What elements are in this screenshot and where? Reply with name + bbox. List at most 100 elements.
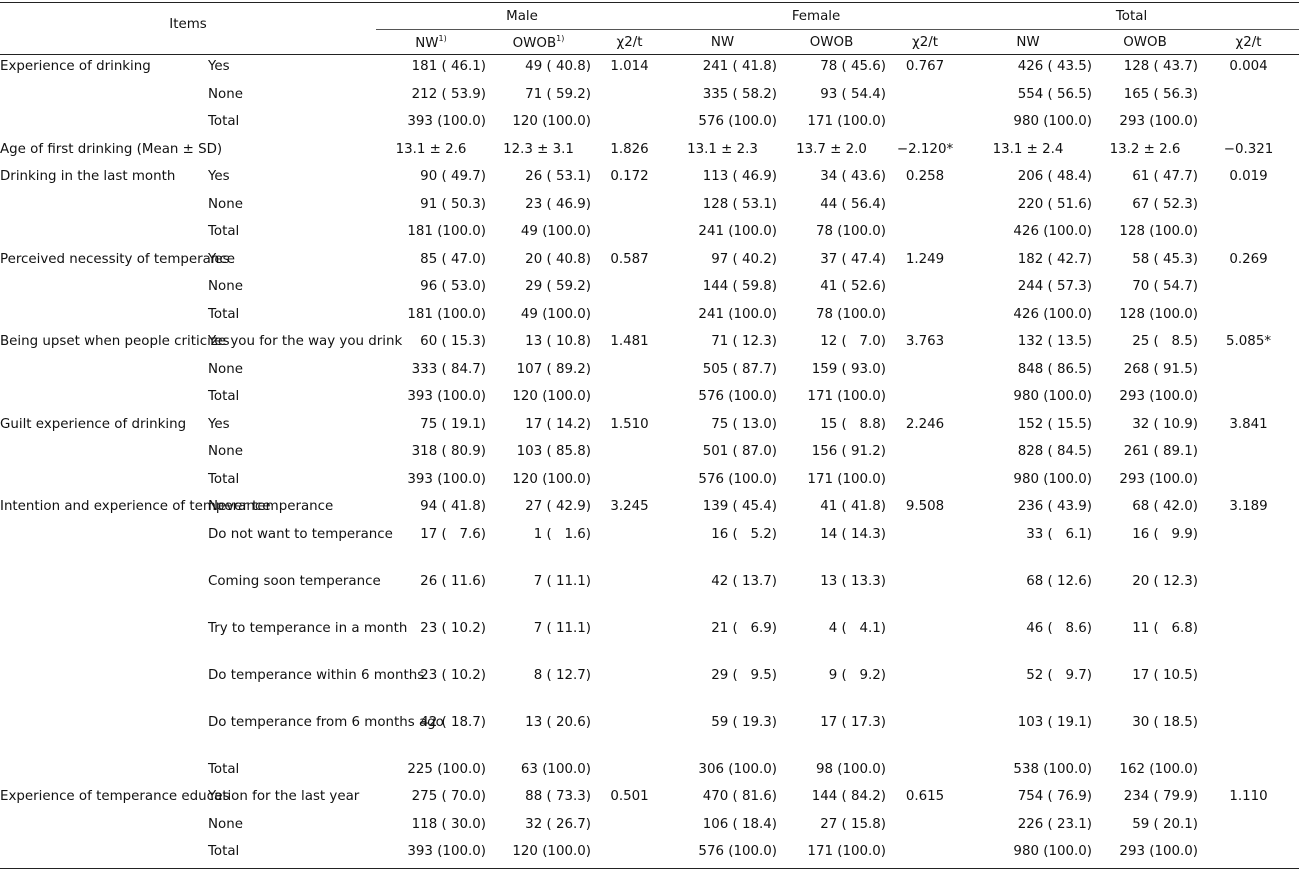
col-stat-total: χ2/t xyxy=(1198,29,1299,55)
table-row: Do temperance from 6 months ago 42 ( 18.7… xyxy=(0,711,1299,758)
row-sub-label: Do temperance within 6 months xyxy=(208,667,425,683)
cell-male-nw: 85 ( 47.0) xyxy=(420,251,486,267)
cell-female-stat xyxy=(886,358,964,386)
cell-female-stat xyxy=(886,840,964,868)
cell-male-nw: 318 ( 80.9) xyxy=(411,444,486,459)
cell-male-stat xyxy=(591,440,668,468)
row-sub-label: Total xyxy=(208,306,240,322)
cell-total-nw: 226 ( 23.1) xyxy=(1017,816,1093,832)
table-row: Total 393 (100.0) 120 (100.0) 576 (100.0) 17… xyxy=(0,385,1299,413)
row-item-label: Age of first drinking (Mean ± SD) xyxy=(0,141,223,157)
cell-total-owob: 67 ( 52.3) xyxy=(1132,196,1199,212)
row-item-label: Perceived necessity of temperance xyxy=(0,251,235,267)
cell-female-stat xyxy=(886,220,964,248)
cell-total-nw: 132 ( 13.5) xyxy=(1017,334,1093,349)
cell-total-nw: 33 ( 6.1) xyxy=(1026,526,1093,542)
cell-male-stat xyxy=(591,385,668,413)
row-sub-label: None xyxy=(208,444,243,459)
cell-male-nw: 60 ( 15.3) xyxy=(420,334,486,349)
cell-female-owob: 15 ( 8.8) xyxy=(820,416,887,432)
cell-female-stat xyxy=(886,385,964,413)
cell-total-owob: 293 (100.0) xyxy=(1119,844,1199,859)
cell-total-owob: 16 ( 9.9) xyxy=(1132,526,1199,542)
cell-female-nw: 71 ( 12.3) xyxy=(711,334,778,349)
table-row: Intention and experience of temperance Ne… xyxy=(0,495,1299,523)
cell-female-nw: 97 ( 40.2) xyxy=(711,251,778,267)
cell-female-owob: 12 ( 7.0) xyxy=(820,334,887,349)
cell-male-stat: 3.245 xyxy=(610,499,649,514)
cell-total-nw: 828 ( 84.5) xyxy=(1017,444,1093,459)
cell-total-owob: 293 (100.0) xyxy=(1119,114,1199,129)
row-sub-label: Try to temperance in a month xyxy=(208,620,408,636)
row-sub-label: Total xyxy=(208,114,240,129)
cell-female-owob: 17 ( 17.3) xyxy=(820,714,887,730)
cell-male-stat xyxy=(591,617,668,664)
cell-male-owob: 17 ( 14.2) xyxy=(525,416,591,432)
cell-male-owob: 13 ( 20.6) xyxy=(525,714,591,730)
cell-total-stat xyxy=(1198,303,1299,331)
row-item-label: Drinking in the last month xyxy=(0,169,176,184)
cell-male-owob: 120 (100.0) xyxy=(512,114,591,129)
cell-female-owob: 13.7 ± 2.0 xyxy=(796,141,867,157)
cell-female-owob: 14 ( 14.3) xyxy=(820,526,887,542)
cell-male-nw: 393 (100.0) xyxy=(407,844,486,859)
cell-male-nw: 23 ( 10.2) xyxy=(420,620,486,636)
cell-female-stat xyxy=(886,468,964,496)
table-row: Experience of temperance education for t… xyxy=(0,785,1299,813)
cell-male-stat: 0.587 xyxy=(610,251,649,267)
cell-male-owob: 120 (100.0) xyxy=(512,844,591,859)
cell-total-nw: 103 ( 19.1) xyxy=(1017,714,1093,730)
cell-female-owob: 41 ( 52.6) xyxy=(820,279,887,294)
cell-female-nw: 576 (100.0) xyxy=(698,844,778,859)
cell-male-stat xyxy=(591,110,668,138)
table-row: Total 225 (100.0) 63 (100.0) 306 (100.0) 98 … xyxy=(0,758,1299,786)
cell-male-stat: 1.510 xyxy=(610,416,649,432)
cell-female-owob: 34 ( 43.6) xyxy=(820,169,887,184)
cell-male-nw: 26 ( 11.6) xyxy=(420,573,486,589)
cell-total-stat xyxy=(1198,83,1299,111)
cell-female-owob: 44 ( 56.4) xyxy=(820,196,887,212)
cell-female-owob: 93 ( 54.4) xyxy=(820,86,887,102)
cell-male-nw: 225 (100.0) xyxy=(407,761,486,777)
cell-female-stat: 3.763 xyxy=(905,334,945,349)
cell-female-owob: 9 ( 9.2) xyxy=(828,667,887,683)
cell-total-stat xyxy=(1198,468,1299,496)
cell-total-nw: 848 ( 86.5) xyxy=(1017,361,1093,377)
cell-male-nw: 181 ( 46.1) xyxy=(411,59,486,74)
cell-total-owob: 293 (100.0) xyxy=(1119,389,1199,404)
cell-female-stat xyxy=(886,758,964,786)
cell-total-owob: 30 ( 18.5) xyxy=(1132,714,1199,730)
table-row: Total 181 (100.0) 49 (100.0) 241 (100.0) 78 … xyxy=(0,220,1299,248)
cell-male-stat xyxy=(591,664,668,711)
cell-female-owob: 4 ( 4.1) xyxy=(828,620,887,636)
cell-female-nw: 501 ( 87.0) xyxy=(702,444,778,459)
cell-male-nw: 393 (100.0) xyxy=(407,389,486,404)
cell-male-owob: 49 (100.0) xyxy=(520,306,591,322)
cell-total-stat xyxy=(1198,617,1299,664)
row-sub-label: Yes xyxy=(208,416,230,432)
cell-total-owob: 11 ( 6.8) xyxy=(1132,620,1199,636)
cell-female-owob: 171 (100.0) xyxy=(807,389,887,404)
cell-female-stat xyxy=(886,83,964,111)
cell-male-nw: 333 ( 84.7) xyxy=(411,361,486,377)
col-nw-female: NW xyxy=(668,29,778,55)
cell-total-nw: 236 ( 43.9) xyxy=(1017,499,1093,514)
cell-total-owob: 293 (100.0) xyxy=(1119,471,1199,487)
cell-male-owob: 26 ( 53.1) xyxy=(525,169,591,184)
cell-male-owob: 8 ( 12.7) xyxy=(533,667,591,683)
cell-total-nw: 980 (100.0) xyxy=(1013,471,1093,487)
cell-total-stat: −0.321 xyxy=(1223,141,1274,157)
cell-male-stat xyxy=(591,83,668,111)
cell-total-owob: 261 ( 89.1) xyxy=(1123,444,1199,459)
col-nw-total: NW xyxy=(964,29,1093,55)
cell-female-stat: 0.615 xyxy=(905,789,945,804)
cell-male-stat xyxy=(591,840,668,868)
cell-total-nw: 206 ( 48.4) xyxy=(1017,169,1093,184)
cell-male-nw: 181 (100.0) xyxy=(407,306,486,322)
cell-total-owob: 70 ( 54.7) xyxy=(1132,279,1199,294)
cell-total-stat xyxy=(1198,275,1299,303)
cell-female-owob: 78 (100.0) xyxy=(815,306,887,322)
cell-total-nw: 980 (100.0) xyxy=(1013,389,1093,404)
row-sub-label: Total xyxy=(208,389,240,404)
